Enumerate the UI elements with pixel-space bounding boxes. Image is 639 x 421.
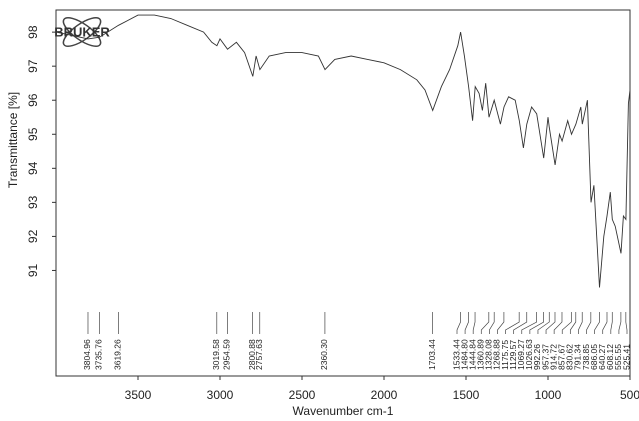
peak-marker	[625, 312, 628, 334]
peak-label: 686.05	[589, 344, 599, 370]
peak-label: 992.26	[532, 344, 542, 370]
x-tick-label: 3500	[125, 388, 152, 402]
peak-marker	[489, 312, 495, 334]
peak-label: 1444.84	[467, 339, 477, 370]
y-tick-label: 97	[26, 59, 40, 73]
peak-marker	[521, 312, 537, 334]
y-axis-title: Transmittance [%]	[6, 92, 20, 188]
peak-marker	[618, 312, 622, 334]
peak-label: 3019.58	[211, 339, 221, 370]
peak-marker	[537, 312, 550, 334]
x-tick-label: 3000	[207, 388, 234, 402]
peak-marker	[513, 312, 528, 334]
peak-marker	[480, 312, 490, 334]
x-tick-label: 2500	[289, 388, 316, 402]
y-tick-label: 91	[26, 263, 40, 277]
peak-label: 1484.80	[459, 339, 469, 370]
peak-marker	[610, 312, 613, 334]
peak-marker	[456, 312, 461, 334]
peak-label: 914.72	[548, 344, 558, 370]
peak-label: 1026.63	[524, 339, 534, 370]
peak-marker	[561, 312, 572, 334]
y-tick-label: 93	[26, 195, 40, 209]
y-tick-label: 95	[26, 127, 40, 141]
peak-label: 1533.44	[451, 339, 461, 370]
peak-label: 1175.75	[500, 340, 510, 370]
logo-text: BRUKER	[54, 24, 110, 39]
peak-label: 957.37	[540, 344, 550, 370]
x-axis-title: Wavenumber cm-1	[293, 404, 394, 418]
peak-label: 1268.88	[492, 339, 502, 370]
logo: BRUKER	[54, 17, 110, 47]
peak-label: 2800.88	[247, 339, 257, 370]
peak-marker	[553, 312, 563, 334]
y-tick-label: 96	[26, 93, 40, 107]
peak-label: 830.62	[565, 344, 575, 370]
peak-marker	[586, 312, 592, 334]
peak-label: 525.41	[621, 344, 631, 370]
peak-marker	[578, 312, 583, 334]
peak-marker	[472, 312, 476, 334]
peak-marker	[545, 312, 556, 334]
peak-marker	[602, 312, 608, 334]
peak-label: 857.67	[556, 344, 566, 370]
x-tick-label: 1500	[453, 388, 480, 402]
x-tick-label: 500	[620, 388, 639, 402]
peak-marker	[505, 312, 520, 334]
peak-marker	[464, 312, 469, 334]
peak-label: 555.55	[613, 344, 623, 370]
logo-orbit	[62, 17, 102, 47]
peak-label: 1328.08	[484, 339, 494, 370]
peak-label: 2757.63	[254, 339, 264, 370]
y-tick-label: 98	[26, 25, 40, 39]
peak-label: 1703.44	[427, 339, 437, 370]
peak-label: 3735.76	[94, 339, 104, 370]
peak-label: 640.27	[597, 344, 607, 370]
peak-label: 1360.89	[476, 339, 486, 370]
x-tick-label: 1000	[535, 388, 562, 402]
spectrum-line	[55, 14, 631, 288]
peak-label: 2360.30	[319, 339, 329, 370]
peak-marker	[594, 312, 600, 334]
peak-label: 1129.57	[508, 340, 518, 370]
peak-marker	[529, 312, 544, 334]
x-tick-label: 2000	[371, 388, 398, 402]
peak-label: 3619.26	[113, 339, 123, 370]
plot-frame	[55, 9, 631, 377]
peak-label: 2954.59	[222, 339, 232, 370]
peak-label: 3804.96	[82, 339, 92, 370]
peak-label: 791.34	[573, 344, 583, 370]
y-tick-label: 92	[26, 229, 40, 243]
peak-label: 608.12	[605, 344, 615, 370]
peak-marker	[497, 312, 505, 334]
peak-label: 738.85	[581, 344, 591, 370]
peak-label: 1069.27	[516, 339, 526, 370]
y-tick-label: 94	[26, 161, 40, 175]
peak-marker	[569, 312, 577, 334]
